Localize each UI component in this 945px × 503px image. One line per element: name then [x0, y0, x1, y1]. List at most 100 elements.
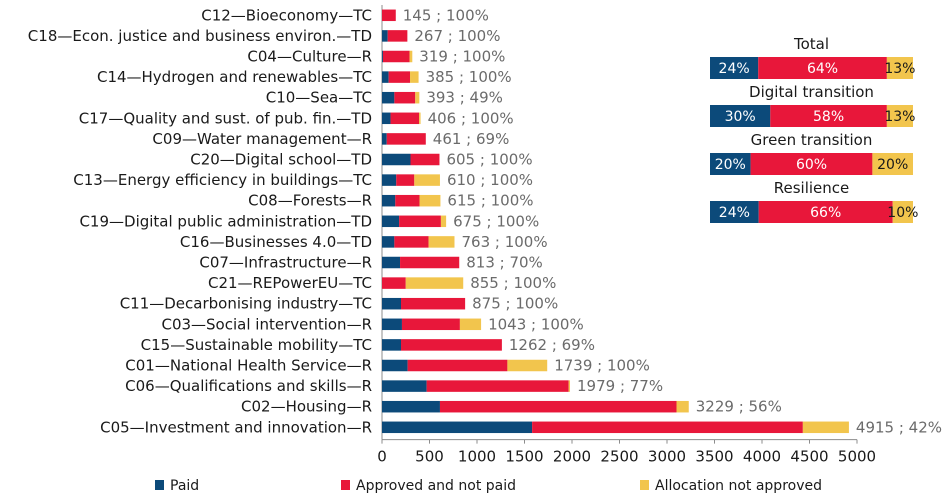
- legend-label: Approved and not paid: [356, 478, 516, 494]
- panel-segment: [710, 105, 771, 127]
- labels: 0 500 1000 1500 2000 2500 3000 3500 4000 4500 5000…: [28, 6, 942, 465]
- panel-segment: [710, 153, 751, 175]
- bar-segment-approved-and-not-paid: [396, 174, 415, 186]
- bar-segment-paid: [382, 194, 396, 207]
- panel-segment: [770, 105, 887, 127]
- category-label: C09—Water management—R: [152, 130, 372, 148]
- x-tick-label: 500: [415, 448, 444, 466]
- panel-value: 30%: [725, 109, 756, 125]
- bar-segment-approved-and-not-paid: [426, 380, 569, 392]
- data-label: 875 ; 100%: [472, 295, 558, 313]
- bar-segment-allocation-not-approved: [676, 400, 689, 413]
- bar-segment-allocation-not-approved: [507, 359, 548, 372]
- bar-segment-paid: [382, 133, 387, 145]
- data-label: 605 ; 100%: [446, 151, 532, 169]
- data-label: 406 ; 100%: [428, 109, 514, 127]
- panel-value: 66%: [810, 205, 841, 221]
- panel-value: 24%: [719, 205, 750, 221]
- category-label: C08—Forests—R: [248, 192, 372, 210]
- legend-label: Paid: [170, 478, 199, 494]
- panel-title: Total: [793, 35, 829, 53]
- bar-segment-paid: [382, 400, 440, 413]
- data-label: 385 ; 100%: [426, 68, 512, 86]
- data-label: 4915 ; 42%: [856, 418, 942, 436]
- panel-segment: [758, 201, 893, 223]
- bar-segment-allocation-not-approved: [802, 421, 849, 434]
- category-label: C03—Social intervention—R: [161, 315, 372, 333]
- panel-segment: [886, 57, 913, 79]
- category-label: C01—National Health Service—R: [125, 357, 372, 375]
- category-label: C20—Digital school—TD: [190, 151, 372, 169]
- panel-value: 20%: [877, 157, 908, 173]
- bar-segment-approved-and-not-paid: [399, 215, 441, 228]
- category-label: C19—Digital public administration—TD: [79, 212, 372, 230]
- bar-segment-paid: [382, 174, 397, 186]
- category-label: C02—Housing—R: [241, 398, 372, 416]
- bar-segment-allocation-not-approved: [459, 318, 482, 331]
- panel-segment: [750, 153, 873, 175]
- category-label: C11—Decarbonising industry—TC: [120, 295, 372, 313]
- x-tick-label: 1000: [458, 448, 496, 466]
- category-label: C13—Energy efficiency in buildings—TC: [73, 171, 372, 189]
- category-label: C04—Culture—R: [247, 48, 372, 66]
- bar-segment-paid: [382, 359, 408, 372]
- bar-segment-allocation-not-approved: [410, 71, 419, 83]
- category-label: C05—Investment and innovation—R: [100, 418, 372, 436]
- legend: Paid Approved and not paid Allocation not …: [155, 478, 822, 494]
- panel-value: 13%: [884, 109, 915, 125]
- bar-segment-approved-and-not-paid: [395, 194, 420, 207]
- panel-segment: [886, 105, 913, 127]
- bar-segment-approved-and-not-paid: [401, 339, 502, 351]
- panel-segment: [758, 57, 887, 79]
- bar-segment-approved-and-not-paid: [439, 400, 677, 413]
- bar-segment-allocation-not-approved: [419, 112, 421, 125]
- data-label: 1262 ; 69%: [509, 336, 595, 354]
- x-tick-label: 2000: [553, 448, 591, 466]
- bar-segment-allocation-not-approved: [419, 194, 441, 207]
- bar-segment-approved-and-not-paid: [401, 297, 466, 310]
- bar-segment-allocation-not-approved: [440, 215, 447, 228]
- bar-segment-allocation-not-approved: [409, 50, 413, 63]
- bar-segment-approved-and-not-paid: [394, 236, 429, 248]
- category-label: C14—Hydrogen and renewables—TC: [97, 68, 372, 86]
- panel-title: Green transition: [751, 131, 873, 149]
- panel-segment: [872, 153, 913, 175]
- panel-value: 10%: [887, 205, 918, 221]
- panel-value: 13%: [884, 61, 915, 77]
- panel-value: 24%: [719, 61, 750, 77]
- data-label: 615 ; 100%: [447, 192, 533, 210]
- data-label: 1739 ; 100%: [554, 357, 650, 375]
- bar-segment-approved-and-not-paid: [394, 91, 416, 104]
- category-label: C18—Econ. justice and business environ.—…: [28, 27, 372, 45]
- category-label: C21—REPowerEU—TC: [208, 274, 372, 292]
- bar-segment-paid: [382, 236, 395, 248]
- category-label: C12—Bioeconomy—TC: [201, 6, 372, 24]
- panel-title: Digital transition: [749, 83, 874, 101]
- data-label: 461 ; 69%: [433, 130, 510, 148]
- category-label: C07—Infrastructure—R: [199, 254, 372, 272]
- x-tick-label: 3500: [695, 448, 733, 466]
- panel-value: 58%: [813, 109, 844, 125]
- bar-segment-approved-and-not-paid: [410, 153, 440, 166]
- bar-segment-approved-and-not-paid: [382, 9, 396, 22]
- data-label: 855 ; 100%: [470, 274, 556, 292]
- x-tick-label: 4500: [790, 448, 828, 466]
- category-label: C17—Quality and sust. of pub. fin.—TD: [79, 109, 372, 127]
- data-label: 813 ; 70%: [466, 254, 543, 272]
- bar-segment-allocation-not-approved: [414, 174, 440, 186]
- bar-segment-paid: [382, 297, 401, 310]
- bar-segment-paid: [382, 71, 389, 83]
- category-label: C16—Businesses 4.0—TD: [180, 233, 372, 251]
- bars: [382, 9, 849, 434]
- bar-segment-approved-and-not-paid: [386, 133, 426, 145]
- category-label: C06—Qualifications and skills—R: [125, 377, 372, 395]
- legend-swatch: [640, 480, 649, 490]
- bar-segment-paid: [382, 153, 411, 166]
- bar-segment-approved-and-not-paid: [401, 318, 460, 331]
- bar-segment-paid: [382, 421, 533, 434]
- category-label: C10—Sea—TC: [266, 89, 372, 107]
- legend-swatch: [341, 480, 350, 490]
- bar-segment-allocation-not-approved: [405, 277, 464, 289]
- x-tick-label: 5000: [838, 448, 876, 466]
- panel-segment: [710, 57, 759, 79]
